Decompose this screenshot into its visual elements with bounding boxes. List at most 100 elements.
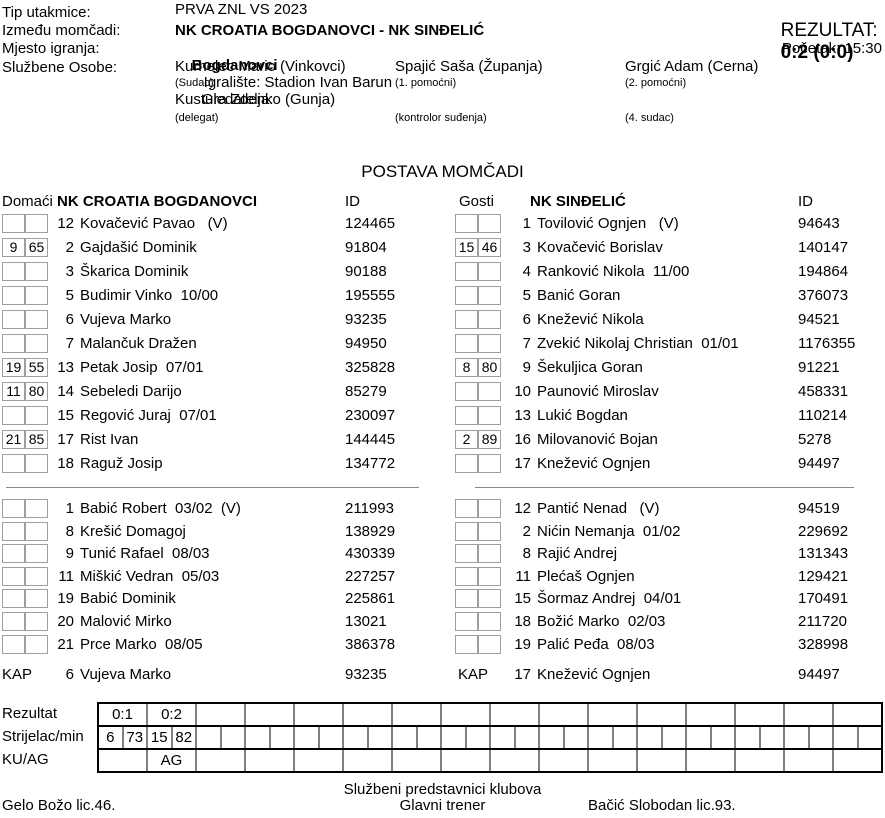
- sub-minute-box: [25, 544, 48, 564]
- result-cell: [785, 727, 834, 748]
- sub-shirt-box: [2, 566, 25, 586]
- sub-minute-box: [25, 521, 48, 541]
- sub-shirt-box: [2, 611, 25, 631]
- player-name: Rist Ivan: [80, 431, 139, 448]
- player-name: Šekuljica Goran: [537, 359, 643, 376]
- player-row: 9 65 2 Gajdašić Dominik 91804: [2, 236, 435, 260]
- result-row-label: Rezultat: [2, 705, 58, 722]
- player-id: 94643: [798, 215, 840, 232]
- player-id: 211720: [798, 612, 847, 630]
- scorer-half-cell: [464, 727, 490, 748]
- official-column-referee: Kurhelec Mario (Vinkovci) (Sudac) Kustur…: [175, 58, 346, 126]
- official-role: (Sudac): [175, 77, 214, 89]
- scorer-half-cell: [834, 727, 857, 748]
- sub-shirt-box: [2, 499, 25, 518]
- player-row: 5 Budimir Vinko 10/00 195555: [2, 284, 435, 308]
- official-role: (1. pomoćni): [395, 77, 457, 89]
- official-role: (delegat): [175, 112, 219, 124]
- player-number: 6: [522, 311, 531, 328]
- sub-shirt-box: [455, 214, 478, 233]
- player-name: Regović Juraj 07/01: [80, 407, 217, 424]
- sub-minute-box: [25, 310, 48, 329]
- player-row: 19 Babić Dominik 225861: [2, 587, 435, 610]
- kuag-row-label: KU/AG: [2, 751, 49, 768]
- result-header: REZULTAT: 0:2 (0:0): [759, 0, 883, 86]
- player-row: 3 Škarica Dominik 90188: [2, 260, 435, 284]
- result-cell: [246, 704, 295, 725]
- scorer-half-cell: [589, 727, 612, 748]
- player-number: 13: [57, 359, 74, 376]
- club-representatives-title: Službeni predstavnici klubova: [343, 781, 542, 798]
- scorer-half-cell: [856, 727, 882, 748]
- scorer-half-cell: [219, 727, 245, 748]
- player-name: Tunić Rafael 08/03: [80, 545, 210, 563]
- officials-label: Službene Osobe:: [2, 59, 118, 76]
- player-number: 4: [522, 263, 531, 280]
- official-name: [625, 91, 758, 112]
- match-type-value: PRVA ZNL VS 2023: [175, 1, 308, 18]
- result-cell: [442, 750, 491, 771]
- result-cell: 6 73: [99, 727, 148, 748]
- player-row: 19 Palić Peđa 08/03 328998: [455, 633, 885, 656]
- scorer-half-cell: [638, 727, 661, 748]
- player-name: Plećaš Ognjen: [537, 567, 635, 585]
- player-name: Palić Peđa 08/03: [537, 635, 655, 653]
- official-name: Kustura Zdenko (Gunja): [175, 91, 336, 108]
- away-team-header: Gosti NK SINĐELIĆ ID: [455, 193, 885, 212]
- player-id: 195555: [345, 287, 396, 304]
- player-number: 17: [514, 455, 531, 472]
- sub-minute-box: [25, 334, 48, 353]
- sub-shirt-box: [2, 334, 25, 353]
- scorer-half-cell: [540, 727, 563, 748]
- sub-shirt-box: [455, 286, 478, 305]
- result-cell: [393, 704, 442, 725]
- player-name: Tovilović Ognjen (V): [537, 215, 679, 232]
- player-name: Škarica Dominik: [80, 263, 189, 280]
- captain-name: Vujeva Marko: [80, 666, 172, 683]
- result-cell: [393, 750, 442, 771]
- player-row: 2 Nićin Nemanja 01/02 229692: [455, 520, 885, 543]
- sub-shirt-box: 19: [2, 358, 25, 377]
- player-id: 138929: [345, 522, 396, 540]
- player-id: 91804: [345, 239, 387, 256]
- away-subs-divider: [475, 487, 854, 488]
- result-cell: [246, 750, 295, 771]
- player-name: Gajdašić Dominik: [80, 239, 197, 256]
- result-cell: [197, 750, 246, 771]
- sub-minute-box: [25, 589, 48, 609]
- result-cell: [295, 750, 344, 771]
- sub-minute-box: [478, 214, 501, 233]
- sub-minute-box: [25, 566, 48, 586]
- official-name: Kurhelec Mario (Vinkovci): [175, 58, 346, 75]
- player-id: 94519: [798, 500, 840, 517]
- sub-shirt-box: [2, 589, 25, 609]
- result-cell: [638, 750, 687, 771]
- sub-shirt-box: [455, 454, 478, 473]
- sub-shirt-box: [455, 634, 478, 654]
- sub-minute-box: 89: [478, 430, 501, 449]
- result-cell: [344, 750, 393, 771]
- away-captain-row: KAP 17 Knežević Ognjen 94497: [455, 663, 885, 685]
- player-number: 12: [514, 500, 531, 517]
- sub-shirt-box: [455, 310, 478, 329]
- sub-minute-box: [478, 611, 501, 631]
- player-number: 7: [65, 335, 74, 352]
- scorer-half-cell: 6: [106, 729, 115, 746]
- result-cell: [295, 727, 344, 748]
- sub-minute-box: [478, 544, 501, 564]
- player-name: Raguž Josip: [80, 455, 163, 472]
- player-id: 328998: [798, 635, 849, 653]
- result-cell: [736, 750, 785, 771]
- sub-shirt-box: [2, 262, 25, 281]
- captain-number: 17: [514, 666, 531, 683]
- player-name: Lukić Bogdan: [537, 407, 628, 424]
- player-number: 5: [65, 287, 74, 304]
- result-cell: [589, 750, 638, 771]
- scorer-half-cell: [687, 727, 710, 748]
- scorer-half-cell: [197, 727, 220, 748]
- official-name: [395, 91, 543, 112]
- venue-line: Bogdanovci Igralište: Stadion Ivan Barun…: [175, 40, 392, 125]
- player-id: 170491: [798, 590, 849, 608]
- home-subs-list: 1 Babić Robert 03/02 (V) 211993 8 Krešić…: [2, 497, 435, 655]
- away-side-label: Gosti: [459, 193, 495, 210]
